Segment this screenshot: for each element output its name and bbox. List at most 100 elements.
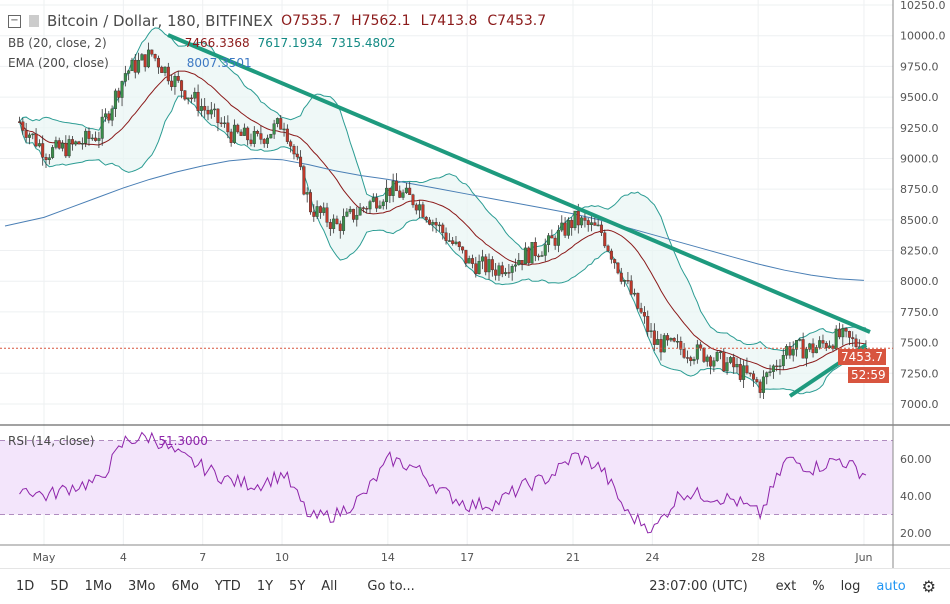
candle-body (107, 113, 111, 121)
candle-body (27, 134, 31, 138)
ema-legend: EMA (200, close) 8007.3501 (8, 56, 252, 70)
candle-body (854, 338, 858, 347)
candle-body (150, 49, 154, 55)
candle-body (414, 204, 418, 211)
collapse-icon[interactable]: − (8, 14, 21, 28)
range-all[interactable]: All (321, 578, 338, 594)
candle-body (818, 340, 822, 348)
ema-label[interactable]: EMA (200, close) (8, 56, 109, 70)
candle-body (656, 339, 660, 345)
candle-body (209, 109, 213, 115)
range-3mo[interactable]: 3Mo (128, 578, 156, 594)
candle-body (110, 108, 114, 121)
candle-body (715, 351, 719, 361)
symbol-title[interactable]: Bitcoin / Dollar, 180, BITFINEX (47, 12, 274, 30)
candle-body (355, 214, 359, 220)
candle-body (130, 59, 134, 72)
ema-value: 8007.3501 (186, 56, 252, 70)
candle-body (814, 347, 818, 354)
candle-body (361, 207, 365, 209)
candle-body (824, 343, 828, 349)
candle-body (471, 258, 475, 264)
candle-body (176, 76, 180, 81)
range-ytd[interactable]: YTD (214, 578, 241, 594)
bb-label[interactable]: BB (20, close, 2) (8, 36, 107, 50)
candle-body (137, 59, 141, 73)
candle-body (675, 341, 679, 343)
candle-body (685, 357, 689, 359)
candle-body (467, 258, 471, 264)
candle-body (305, 192, 309, 195)
goto-button[interactable]: Go to... (367, 578, 415, 594)
rsi-legend: RSI (14, close) 51.3000 (8, 434, 208, 448)
candle-body (507, 272, 511, 274)
range-1mo[interactable]: 1Mo (84, 578, 113, 594)
time-tick-label: 21 (566, 551, 580, 564)
candle-body (236, 124, 240, 133)
candle-body (599, 224, 603, 233)
candle-body (609, 250, 613, 260)
candle-body (411, 194, 415, 206)
open-value: O7535.7 (281, 13, 342, 29)
candle-body (127, 70, 131, 74)
candle-body (847, 331, 851, 338)
candle-body (295, 153, 299, 158)
candle-body (216, 108, 220, 124)
candle-body (699, 344, 703, 349)
candle-body (189, 97, 193, 100)
log-toggle[interactable]: log (840, 578, 861, 594)
candle-body (335, 218, 339, 225)
candle-body (695, 344, 699, 360)
candle-body (285, 128, 289, 142)
candle-body (447, 240, 451, 242)
candle-body (566, 219, 570, 236)
candle-body (332, 218, 336, 229)
range-5y[interactable]: 5Y (289, 578, 306, 594)
symbol-legend: − Bitcoin / Dollar, 180, BITFINEX O7535.… (8, 12, 556, 30)
time-tick-label: 10 (275, 551, 289, 564)
candle-body (474, 263, 478, 275)
time-tick-label: 24 (645, 551, 659, 564)
candle-body (738, 364, 742, 380)
candle-body (444, 232, 448, 241)
candle-body (153, 54, 157, 59)
candle-body (312, 211, 316, 217)
candle-body (180, 80, 184, 91)
candle-body (365, 208, 369, 210)
candle-body (223, 122, 227, 125)
candle-body (57, 140, 61, 149)
candle-body (669, 338, 673, 341)
candle-body (520, 260, 524, 265)
candle-body (424, 216, 428, 221)
range-6mo[interactable]: 6Mo (171, 578, 199, 594)
range-1y[interactable]: 1Y (256, 578, 274, 594)
candle-body (123, 73, 127, 82)
rsi-tick-label: 20.00 (900, 527, 932, 540)
percent-toggle[interactable]: % (812, 578, 825, 594)
candle-body (342, 216, 346, 231)
candle-body (259, 133, 263, 140)
rsi-label[interactable]: RSI (14, close) (8, 434, 95, 448)
auto-toggle[interactable]: auto (876, 578, 906, 594)
settings-gear-icon[interactable]: ⚙ (921, 576, 936, 596)
candle-body (543, 244, 547, 256)
candle-body (636, 292, 640, 309)
candle-body (742, 365, 746, 380)
candle-body (629, 280, 633, 295)
candle-body (67, 139, 71, 157)
candle-body (487, 259, 491, 273)
candle-body (451, 240, 455, 244)
candle-body (193, 91, 197, 99)
candle-body (375, 197, 379, 209)
candle-body (477, 260, 481, 275)
candle-body (18, 121, 22, 123)
range-5d[interactable]: 5D (50, 578, 69, 594)
candle-body (100, 116, 104, 139)
range-1d[interactable]: 1D (16, 578, 35, 594)
candle-body (434, 222, 438, 226)
candle-body (672, 338, 676, 342)
candle-body (408, 187, 412, 195)
ext-toggle[interactable]: ext (775, 578, 797, 594)
candle-body (391, 180, 395, 196)
